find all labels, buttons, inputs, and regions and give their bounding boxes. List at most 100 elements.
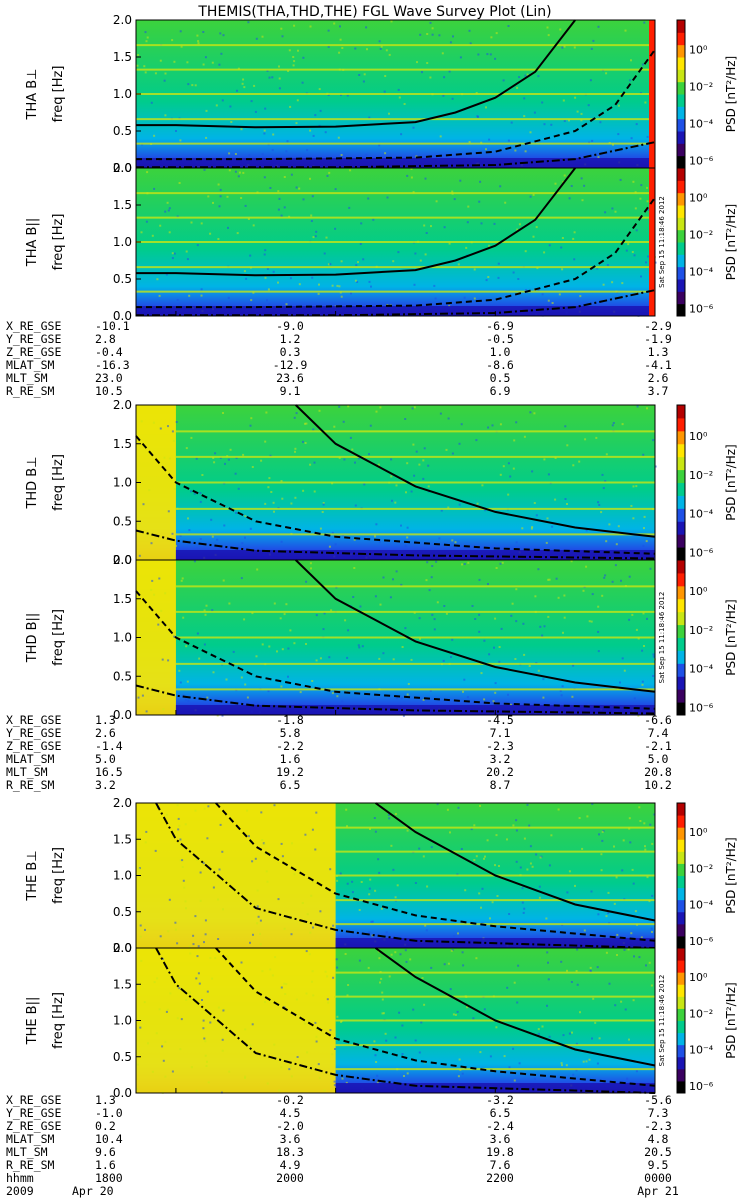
tha-par-low-freq-floor [136, 306, 655, 316]
ephemeris-value: 20.8 [644, 765, 672, 779]
thd-par-stamp: Sat Sep 15 11:18:46 2012 [658, 592, 666, 684]
thd-par-colorbar-tick: 10⁻² [689, 624, 713, 637]
ephemeris-value: -0.2 [276, 1093, 304, 1107]
thd-perp-saturated-region [136, 405, 176, 560]
the-par-colorbar: 10⁰ 10⁻² 10⁻⁴ 10⁻⁶ PSD [nT²/Hz] [676, 947, 738, 1094]
ephemeris-value: 20.5 [644, 1145, 672, 1159]
ephemeris-label: MLT_SM [6, 765, 48, 779]
ephemeris-value: 8.7 [490, 778, 511, 792]
ephemeris-value: 1.2 [280, 332, 301, 346]
ephemeris-value: 6.9 [490, 384, 511, 398]
tha-par-ytick-label: 0.5 [113, 272, 132, 286]
ephemeris-value: 3.6 [490, 1132, 511, 1146]
plot-title: THEMIS(THA,THD,THE) FGL Wave Survey Plot… [197, 4, 551, 20]
the-perp-ytick-label: 0.5 [113, 905, 132, 919]
ephemeris-label: MLAT_SM [6, 358, 55, 372]
thd-par-colorbar: 10⁰ 10⁻² 10⁻⁴ 10⁻⁶ PSD [nT²/Hz] [676, 559, 738, 716]
the-par-curve-dashed [215, 947, 656, 1087]
thd-perp-colorbar-label: PSD [nT²/Hz] [724, 444, 738, 520]
tha-par-saturation-band [649, 168, 655, 316]
thd-par-freq-label: freq [Hz] [51, 609, 66, 666]
ephemeris-value: 19.2 [276, 765, 304, 779]
ephemeris-table-thd: X_RE_GSE 1.3 -1.8 -4.5 -6.6 Y_RE_GSE 2.6 5.8 7.1… [6, 713, 672, 792]
ephemeris-value: -9.0 [276, 319, 304, 333]
time-axis-labels: hhmm 1800 2000 2200 0000 2009 Apr 20 Apr 21 [6, 1171, 679, 1198]
ephemeris-label: R_RE_SM [6, 384, 55, 398]
tha-perp-ytick-label: 1.0 [113, 87, 132, 101]
tha-perp-freq-label: freq [Hz] [51, 66, 66, 123]
thd-par-saturated-region [136, 560, 176, 715]
ephemeris-value: 3.7 [648, 384, 669, 398]
ephemeris-value: 7.4 [648, 726, 669, 740]
tha-par-colorbar-tick: 10⁻² [689, 229, 713, 242]
ephemeris-value: 16.5 [95, 765, 123, 779]
end-date-label: Apr 21 [637, 1184, 679, 1198]
ephemeris-value: -3.2 [486, 1093, 514, 1107]
ephemeris-value: 3.6 [280, 1132, 301, 1146]
thd-perp-colorbar-tick: 10⁰ [689, 430, 708, 443]
ephemeris-label: X_RE_GSE [6, 319, 61, 333]
tha-perp-ytick-label: 0.0 [113, 161, 132, 175]
ephemeris-value: -2.3 [486, 739, 514, 753]
thd-perp-colorbar-tick: 10⁻⁶ [689, 546, 714, 559]
ephemeris-label: R_RE_SM [6, 1158, 55, 1172]
thd-perp-panel: 0.0 0.5 1.0 1.5 2.0 THD B⊥ freq [Hz] [25, 398, 657, 567]
thd-perp-colorbar-tick: 10⁻⁴ [689, 508, 714, 521]
the-par-ytick-label: 0.0 [113, 1086, 132, 1100]
the-par-ytick-label: 1.5 [113, 977, 132, 991]
ephemeris-value: -1.4 [95, 739, 123, 753]
the-perp-colorbar: 10⁰ 10⁻² 10⁻⁴ 10⁻⁶ PSD [nT²/Hz] [676, 802, 738, 949]
ephemeris-value: -12.9 [273, 358, 308, 372]
the-perp-colorbar-tick: 10⁻² [689, 862, 713, 875]
the-par-ylabel: THE B|| [25, 997, 40, 1046]
ephemeris-value: 23.0 [95, 371, 123, 385]
thd-par-low-freq-floor [175, 705, 655, 715]
ephemeris-label: R_RE_SM [6, 778, 55, 792]
tha-perp-ytick-label: 0.5 [113, 124, 132, 138]
ephemeris-value: 2.6 [95, 726, 116, 740]
the-perp-colorbar-tick: 10⁰ [689, 826, 708, 839]
ephemeris-value: 9.5 [648, 1158, 669, 1172]
ephemeris-value: 19.8 [486, 1145, 514, 1159]
the-perp-curve-dashed [215, 802, 656, 942]
tha-par-colorbar-tick: 10⁻⁴ [689, 266, 714, 279]
thd-par-panel: 0.0 0.5 1.0 1.5 2.0 THD B|| freq [Hz] Sat Sep 1… [25, 553, 666, 722]
thd-par-colorbar-label: PSD [nT²/Hz] [724, 599, 738, 675]
thd-par-colorbar-tick: 10⁰ [689, 585, 708, 598]
ephemeris-value: 18.3 [276, 1145, 304, 1159]
ephemeris-value: -4.1 [644, 358, 672, 372]
the-perp-curve-solid [374, 802, 656, 922]
ephemeris-label: Y_RE_GSE [6, 1106, 61, 1120]
the-par-saturated-region [136, 948, 336, 1093]
time-tick-label: 0000 [644, 1171, 672, 1185]
thd-perp-ylabel: THD B⊥ [25, 456, 40, 509]
ephemeris-label: X_RE_GSE [6, 713, 61, 727]
thd-par-colorbar-tick: 10⁻⁴ [689, 663, 714, 676]
ephemeris-label: Z_RE_GSE [6, 739, 61, 753]
ephemeris-value: -10.1 [95, 319, 130, 333]
ephemeris-value: 0.5 [490, 371, 511, 385]
ephemeris-value: 2.6 [648, 371, 669, 385]
the-par-colorbar-tick: 10⁰ [689, 971, 708, 984]
the-perp-colorbar-label: PSD [nT²/Hz] [724, 837, 738, 913]
the-perp-noise [136, 803, 656, 950]
thd-perp-curve-dashed [135, 435, 656, 555]
thd-perp-ytick-label: 0.0 [113, 553, 132, 567]
ephemeris-value: 20.2 [486, 765, 514, 779]
ephemeris-value: -4.5 [486, 713, 514, 727]
ephemeris-value: -2.0 [276, 1119, 304, 1133]
ephemeris-label: MLT_SM [6, 1145, 48, 1159]
the-perp-colorbar-tick: 10⁻⁶ [689, 935, 714, 948]
ephemeris-value: -0.4 [95, 345, 123, 359]
time-tick-label: 2000 [276, 1171, 304, 1185]
ephemeris-value: 9.1 [280, 384, 301, 398]
ephemeris-value: 1.6 [280, 752, 301, 766]
the-par-ytick-label: 2.0 [113, 941, 132, 955]
ephemeris-value: -6.9 [486, 319, 514, 333]
the-perp-panel: 0.0 0.5 1.0 1.5 2.0 THE B⊥ freq [Hz] [25, 796, 656, 955]
thd-perp-colorbar: 10⁰ 10⁻² 10⁻⁴ 10⁻⁶ PSD [nT²/Hz] [676, 404, 738, 561]
ephemeris-value: -1.9 [644, 332, 672, 346]
the-par-colorbar-tick: 10⁻⁴ [689, 1044, 714, 1057]
the-par-colorbar-label: PSD [nT²/Hz] [724, 982, 738, 1058]
